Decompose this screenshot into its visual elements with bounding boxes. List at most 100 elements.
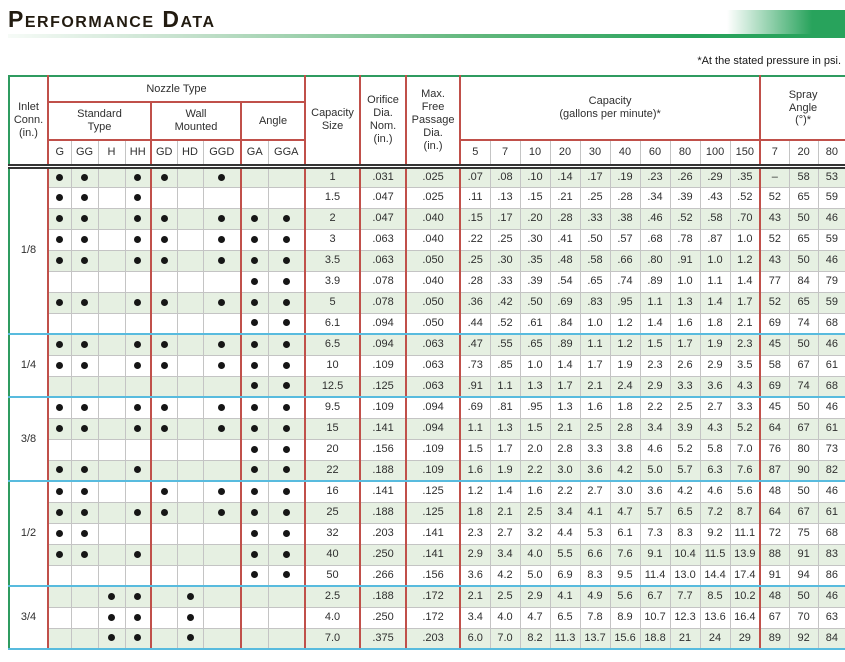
capacity-value-cell: .25 xyxy=(459,249,491,272)
capacity-value-cell: .69 xyxy=(459,396,491,419)
dot-icon xyxy=(56,508,64,516)
capacity-value-cell: .43 xyxy=(699,186,731,209)
capacity-value-cell: 1.0 xyxy=(729,228,762,251)
spray-angle-cell: 64 xyxy=(759,417,790,440)
capacity-value-cell: 3.8 xyxy=(609,438,641,461)
nozzle-empty-cell xyxy=(176,291,204,314)
capacity-value-cell: 5.3 xyxy=(579,522,611,545)
dot-icon xyxy=(108,634,115,642)
capacity-value-cell: .28 xyxy=(549,207,581,230)
dot-icon xyxy=(186,592,194,600)
capacity-value-cell: 1.2 xyxy=(459,480,491,503)
dot-icon xyxy=(282,277,290,285)
capacity-value-cell: 2.1 xyxy=(549,417,581,440)
capacity-value-cell: 2.8 xyxy=(549,438,581,461)
nozzle-dot-cell xyxy=(47,249,72,272)
capacity-size-cell: 16 xyxy=(304,480,362,503)
nozzle-col-header: GGA xyxy=(267,139,307,169)
nozzle-dot-cell xyxy=(124,543,152,566)
capacity-value-cell: 2.5 xyxy=(669,396,701,419)
nozzle-dot-cell xyxy=(240,396,269,419)
nozzle-empty-cell xyxy=(176,396,204,419)
nozzle-dot-cell xyxy=(240,312,269,335)
orifice-dia-cell: .203 xyxy=(359,522,408,545)
max-free-passage-cell: .063 xyxy=(405,375,462,398)
capacity-value-cell: 2.5 xyxy=(489,585,521,608)
nozzle-dot-cell xyxy=(70,207,99,230)
capacity-value-cell: 1.8 xyxy=(459,501,491,524)
table-row: 6.1.094.050.44.52.61.84 1.0 1.2 1.4 1.6 1.8 2.… xyxy=(9,312,845,335)
table-row: 7.0.375.203 6.0 7.0 8.2 11.3 13.7 15.6 18.8 21 24… xyxy=(9,627,845,650)
nozzle-empty-cell xyxy=(176,417,204,440)
capacity-value-cell: 8.5 xyxy=(699,585,731,608)
spray-angle-cell: 53 xyxy=(817,165,845,188)
capacity-value-cell: .34 xyxy=(639,186,671,209)
capacity-value-cell: 2.6 xyxy=(669,354,701,377)
capacity-value-cell: 2.2 xyxy=(519,459,551,482)
spray-angle-cell: 94 xyxy=(788,564,819,587)
capacity-value-cell: 13.6 xyxy=(699,606,731,629)
spray-angle-cell: 84 xyxy=(788,270,819,293)
nozzle-dot-cell xyxy=(267,543,307,566)
capacity-value-cell: .25 xyxy=(579,186,611,209)
table-body: 1/8 1.031.025.07.08.10.14.17.19.23.26.29.… xyxy=(8,165,845,650)
capacity-value-cell: 1.1 xyxy=(489,375,521,398)
capacity-value-cell: 5.8 xyxy=(699,438,731,461)
capacity-value-cell: .28 xyxy=(609,186,641,209)
nozzle-dot-cell xyxy=(240,354,269,377)
nozzle-col-header: GG xyxy=(70,139,99,169)
spray-angle-cell: 59 xyxy=(817,291,845,314)
capacity-value-cell: 11.3 xyxy=(549,627,581,650)
capacity-size-cell: 3.9 xyxy=(304,270,362,293)
capacity-value-cell: 7.0 xyxy=(729,438,762,461)
nozzle-empty-cell xyxy=(150,564,178,587)
nozzle-empty-cell xyxy=(240,627,269,650)
dot-icon xyxy=(218,508,226,516)
dot-icon xyxy=(56,424,64,432)
capacity-size-cell: 32 xyxy=(304,522,362,545)
capacity-value-cell: 4.6 xyxy=(639,438,671,461)
dot-icon xyxy=(108,592,115,600)
dot-icon xyxy=(134,298,142,306)
nozzle-empty-cell xyxy=(124,375,152,398)
nozzle-empty-cell xyxy=(97,207,126,230)
dot-icon xyxy=(134,214,142,222)
capacity-value-cell: .14 xyxy=(549,165,581,188)
capacity-size-cell: 10 xyxy=(304,354,362,377)
orifice-dia-cell: .125 xyxy=(359,375,408,398)
spray-angle-cell: 67 xyxy=(788,354,819,377)
dot-icon xyxy=(160,487,168,495)
dot-icon xyxy=(251,298,259,306)
dot-icon xyxy=(81,508,88,516)
nozzle-col-header: HH xyxy=(124,139,152,169)
capacity-value-cell: .87 xyxy=(699,228,731,251)
capacity-value-cell: .21 xyxy=(549,186,581,209)
capacity-value-cell: 2.1 xyxy=(459,585,491,608)
capacity-value-cell: 1.2 xyxy=(609,333,641,356)
capacity-value-cell: .08 xyxy=(489,165,521,188)
capacity-value-cell: 2.7 xyxy=(489,522,521,545)
max-free-passage-cell: .050 xyxy=(405,312,462,335)
capacity-value-cell: 3.0 xyxy=(549,459,581,482)
spray-angle-cell: 74 xyxy=(788,375,819,398)
dot-icon xyxy=(56,235,64,243)
max-free-passage-cell: .125 xyxy=(405,501,462,524)
capacity-value-cell: 1.5 xyxy=(459,438,491,461)
inlet-conn-cell: 1/2 xyxy=(8,480,49,587)
nozzle-dot-cell xyxy=(70,354,99,377)
capacity-value-cell: 3.2 xyxy=(519,522,551,545)
dot-icon xyxy=(251,340,259,348)
spray-angle-cell: 72 xyxy=(759,522,790,545)
dot-icon xyxy=(282,508,290,516)
spray-angle-cell: 80 xyxy=(788,438,819,461)
dot-icon xyxy=(251,466,259,474)
capacity-value-cell: 8.2 xyxy=(519,627,551,650)
dot-icon xyxy=(81,550,88,558)
capacity-value-cell: 2.5 xyxy=(579,417,611,440)
dot-icon xyxy=(134,361,142,369)
capacity-value-cell: .19 xyxy=(609,165,641,188)
capacity-value-cell: .46 xyxy=(639,207,671,230)
nozzle-empty-cell xyxy=(176,249,204,272)
nozzle-empty-cell xyxy=(267,186,307,209)
nozzle-empty-cell xyxy=(176,501,204,524)
